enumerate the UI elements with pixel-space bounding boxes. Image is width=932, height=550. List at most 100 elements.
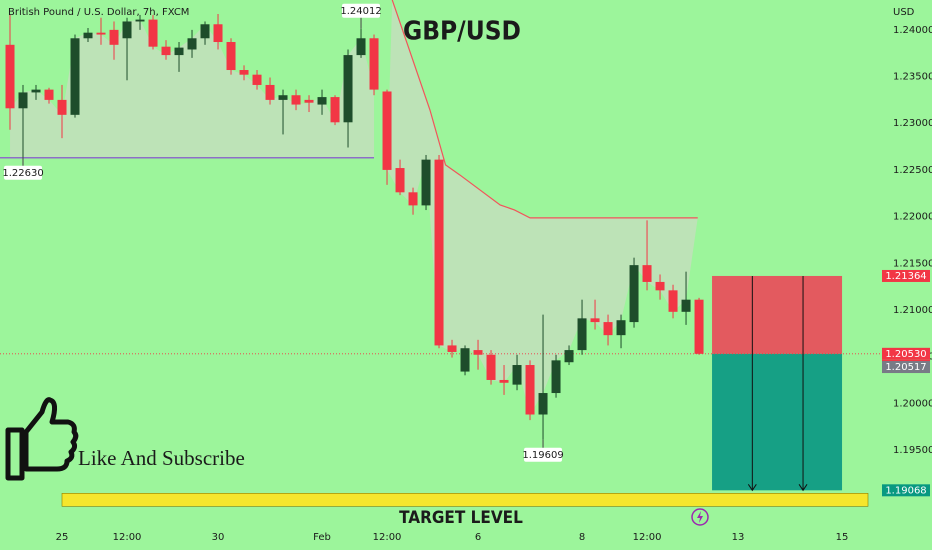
candle-body bbox=[668, 290, 678, 312]
candle-body bbox=[486, 354, 496, 380]
candle-body bbox=[395, 168, 405, 193]
candle-body bbox=[187, 38, 197, 50]
candle-body bbox=[70, 38, 80, 115]
y-tick-label: 1.23500 bbox=[893, 72, 932, 83]
candle-body bbox=[590, 318, 600, 323]
candle-body bbox=[57, 99, 67, 115]
candle-body bbox=[356, 38, 366, 56]
candle-body bbox=[213, 24, 223, 43]
price-label-box bbox=[882, 347, 930, 360]
candle-body bbox=[239, 70, 249, 75]
x-tick-label: 12:00 bbox=[373, 532, 402, 543]
candle-body bbox=[525, 365, 535, 415]
candle-body bbox=[135, 19, 145, 22]
labels-layer: 1.240121.226301.196091.213641.2053001:13… bbox=[2, 3, 930, 497]
price-label: 1.19068 bbox=[885, 485, 926, 496]
candle-body bbox=[447, 345, 457, 352]
y-tick-label: 1.24000 bbox=[893, 25, 932, 36]
x-tick-label: 8 bbox=[579, 532, 585, 543]
candle-body bbox=[161, 46, 171, 56]
candle-body bbox=[603, 322, 613, 336]
y-unit: USD bbox=[893, 7, 915, 18]
candle-body bbox=[5, 44, 15, 109]
y-tick-label: 1.20000 bbox=[893, 398, 932, 409]
annotation-label: 1.24012 bbox=[340, 6, 381, 17]
y-tick-label: 1.22500 bbox=[893, 165, 932, 176]
candle-body bbox=[278, 95, 288, 100]
price-label: 1.20517 bbox=[885, 362, 926, 373]
y-tick-label: 1.21000 bbox=[893, 305, 932, 316]
y-tick-label: 1.23000 bbox=[893, 118, 932, 129]
price-label-box bbox=[882, 269, 930, 282]
candle-body bbox=[291, 95, 301, 105]
x-tick-label: Feb bbox=[313, 532, 331, 543]
candle-body bbox=[421, 159, 431, 206]
candle-body bbox=[564, 350, 574, 363]
annotation-label: 1.19609 bbox=[522, 450, 563, 461]
candle-body bbox=[148, 19, 158, 47]
annotation-box bbox=[4, 165, 43, 180]
thumbs-up-icon bbox=[5, 397, 79, 481]
chart-title: British Pound / U.S. Dollar, 7h, FXCM bbox=[8, 7, 189, 18]
price-label-box bbox=[882, 484, 930, 497]
annotation-label: 1.22630 bbox=[2, 168, 43, 179]
y-tick-label: 1.22000 bbox=[893, 212, 932, 223]
candle-body bbox=[538, 393, 548, 415]
x-tick-label: 12:00 bbox=[633, 532, 662, 543]
candle-body bbox=[83, 32, 93, 39]
target-bar bbox=[61, 493, 869, 507]
candle-body bbox=[265, 84, 275, 100]
y-tick-label: 1.19500 bbox=[893, 445, 932, 456]
x-tick-label: 12:00 bbox=[113, 532, 142, 543]
x-tick-label: 25 bbox=[56, 532, 69, 543]
marks-layer bbox=[5, 14, 704, 440]
candle-body bbox=[226, 42, 236, 71]
candle-body bbox=[694, 299, 704, 354]
candle-body bbox=[343, 55, 353, 123]
candle-body bbox=[629, 265, 639, 323]
price-label-box bbox=[882, 361, 930, 374]
candle-body bbox=[96, 32, 106, 35]
price-label: 1.20530 bbox=[885, 349, 926, 360]
x-tick-label: 15 bbox=[836, 532, 849, 543]
cta-text: Like And Subscribe bbox=[78, 446, 245, 470]
trail-shade bbox=[387, 0, 698, 415]
candle-body bbox=[616, 320, 626, 336]
arrow-head bbox=[798, 484, 808, 492]
trail-line bbox=[391, 0, 698, 219]
stop-zone bbox=[712, 275, 843, 354]
x-tick-label: 13 bbox=[732, 532, 745, 543]
candle-body bbox=[200, 24, 210, 39]
flash-icon bbox=[691, 508, 709, 526]
candle-body bbox=[369, 38, 379, 90]
candle-body bbox=[577, 318, 587, 351]
target-text: TARGET LEVEL bbox=[399, 508, 523, 528]
candle-body bbox=[122, 21, 132, 39]
candle-body bbox=[330, 97, 340, 123]
candle-body bbox=[499, 379, 509, 383]
annotation-box bbox=[524, 447, 563, 462]
headline: GBP/USD bbox=[403, 17, 521, 47]
x-tick-label: 30 bbox=[212, 532, 225, 543]
candle-body bbox=[434, 159, 444, 346]
x-tick-label: 6 bbox=[475, 532, 481, 543]
annotation-box bbox=[342, 3, 381, 18]
candle-body bbox=[31, 89, 41, 93]
candle-body bbox=[473, 350, 483, 355]
candle-body bbox=[642, 265, 652, 282]
candle-body bbox=[18, 92, 28, 109]
candle-body bbox=[304, 99, 314, 103]
price-label: 1.21364 bbox=[885, 271, 926, 282]
candle-body bbox=[382, 91, 392, 170]
y-tick-label: 1.21500 bbox=[893, 258, 932, 269]
candle-body bbox=[408, 192, 418, 206]
target-zone bbox=[712, 353, 843, 491]
candle-body bbox=[317, 97, 327, 105]
candle-body bbox=[44, 89, 54, 100]
candle-body bbox=[551, 360, 561, 394]
candle-body bbox=[460, 348, 470, 372]
candle-body bbox=[252, 74, 262, 85]
arrow-head bbox=[747, 484, 757, 492]
